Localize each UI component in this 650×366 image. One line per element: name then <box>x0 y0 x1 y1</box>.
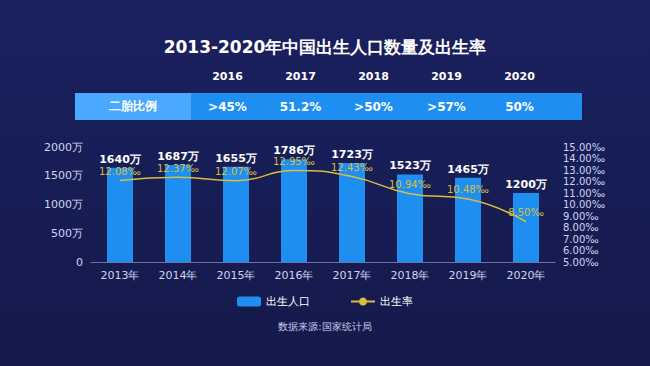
svg-text:6.00‰: 6.00‰ <box>563 245 599 256</box>
svg-text:10.48‰: 10.48‰ <box>447 184 489 195</box>
svg-text:出生人口: 出生人口 <box>266 295 310 308</box>
svg-text:2015年: 2015年 <box>217 269 256 282</box>
svg-text:2020年: 2020年 <box>507 269 546 282</box>
html-text:2018: 2018 <box>358 70 389 83</box>
svg-text:12.37‰: 12.37‰ <box>157 163 199 174</box>
html-text:2020: 2020 <box>504 70 535 83</box>
svg-text:0: 0 <box>76 256 83 269</box>
svg-text:14.00‰: 14.00‰ <box>563 153 605 164</box>
svg-text:8.00‰: 8.00‰ <box>563 222 599 233</box>
html-text:>57%: >57% <box>427 99 466 114</box>
svg-text:12.08‰: 12.08‰ <box>99 166 141 177</box>
svg-text:10.00‰: 10.00‰ <box>563 199 605 210</box>
svg-text:15.00‰: 15.00‰ <box>563 142 605 153</box>
svg-text:13.00‰: 13.00‰ <box>563 165 605 176</box>
svg-text:12.43‰: 12.43‰ <box>331 162 373 173</box>
svg-text:1465万: 1465万 <box>447 163 489 176</box>
svg-text:10.94‰: 10.94‰ <box>389 179 431 190</box>
svg-text:出生率: 出生率 <box>380 295 413 308</box>
html-text:>50%: >50% <box>354 99 393 114</box>
svg-text:7.00‰: 7.00‰ <box>563 234 599 245</box>
svg-text:1723万: 1723万 <box>331 148 373 161</box>
svg-text:2018年: 2018年 <box>391 269 430 282</box>
svg-text:12.00‰: 12.00‰ <box>563 176 605 187</box>
svg-text:1655万: 1655万 <box>215 152 257 165</box>
svg-text:2014年: 2014年 <box>159 269 198 282</box>
html-text:数据来源:国家统计局: 数据来源:国家统计局 <box>278 321 372 332</box>
svg-text:2013年: 2013年 <box>101 269 140 282</box>
svg-text:1640万: 1640万 <box>99 153 141 166</box>
svg-text:2017年: 2017年 <box>333 269 372 282</box>
svg-text:11.00‰: 11.00‰ <box>563 188 605 199</box>
svg-text:12.95‰: 12.95‰ <box>273 156 315 167</box>
svg-text:2013-2020年中国出生人口数量及出生率: 2013-2020年中国出生人口数量及出生率 <box>164 37 487 57</box>
svg-text:5.00‰: 5.00‰ <box>563 257 599 268</box>
svg-text:9.00‰: 9.00‰ <box>563 211 599 222</box>
svg-text:2016年: 2016年 <box>275 269 314 282</box>
html-text:二胎比例: 二胎比例 <box>109 99 157 113</box>
svg-text:500万: 500万 <box>51 227 83 240</box>
html-text:2016: 2016 <box>212 70 243 83</box>
svg-text:12.07‰: 12.07‰ <box>215 166 257 177</box>
svg-text:2019年: 2019年 <box>449 269 488 282</box>
svg-text:1523万: 1523万 <box>389 159 431 172</box>
html-text:2017: 2017 <box>285 70 316 83</box>
svg-text:1000万: 1000万 <box>44 198 83 211</box>
svg-text:1786万: 1786万 <box>273 144 315 158</box>
svg-text:1500万: 1500万 <box>44 169 83 182</box>
html-text:51.2%: 51.2% <box>279 99 322 114</box>
svg-text:2000万: 2000万 <box>44 141 83 154</box>
html-text:>45%: >45% <box>208 99 247 114</box>
svg-text:1200万: 1200万 <box>505 178 547 191</box>
html-text:2019: 2019 <box>431 70 462 83</box>
svg-text:8.50‰: 8.50‰ <box>508 207 544 218</box>
svg-text:1687万: 1687万 <box>157 150 199 163</box>
html-text:50%: 50% <box>505 99 534 114</box>
